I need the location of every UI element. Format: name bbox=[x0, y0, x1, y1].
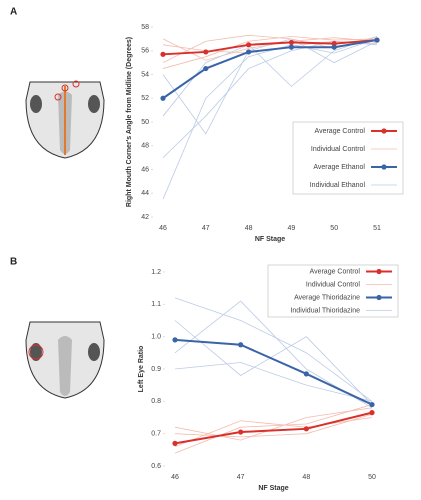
legend-label: Average Thioridazine bbox=[294, 294, 360, 301]
y-tick-label: 48 bbox=[141, 143, 149, 150]
y-tick-label: 42 bbox=[141, 214, 149, 221]
point bbox=[331, 41, 337, 47]
individual-line bbox=[174, 404, 373, 454]
y-tick-label: 54 bbox=[141, 71, 149, 78]
individual-line bbox=[174, 320, 373, 405]
y-tick-label: 1.1 bbox=[151, 301, 161, 308]
y-tick-label: 1.2 bbox=[151, 269, 161, 276]
x-axis-label: NF Stage bbox=[258, 485, 288, 492]
individual-line bbox=[174, 417, 373, 447]
tadpole-icon bbox=[25, 321, 105, 399]
y-tick-label: 1.0 bbox=[151, 334, 161, 341]
y-tick-label: 58 bbox=[141, 24, 149, 31]
x-tick-label: 51 bbox=[373, 225, 381, 232]
y-tick-label: 50 bbox=[141, 119, 149, 126]
point bbox=[172, 440, 178, 446]
y-tick-label: 44 bbox=[141, 190, 149, 197]
legend-label: Individual Control bbox=[306, 281, 361, 288]
x-tick-label: 50 bbox=[368, 474, 376, 481]
individual-line bbox=[162, 38, 378, 200]
x-tick-label: 49 bbox=[288, 225, 296, 232]
x-tick-label: 47 bbox=[202, 225, 210, 232]
point bbox=[172, 337, 178, 343]
average-line bbox=[174, 411, 373, 445]
legend-label: Average Control bbox=[310, 268, 361, 275]
tadpole-icon bbox=[25, 80, 105, 159]
y-tick-label: 0.6 bbox=[151, 463, 161, 470]
point bbox=[203, 65, 209, 72]
legend-label: Individual Thioridazine bbox=[290, 307, 360, 314]
point bbox=[238, 342, 244, 348]
individual-line bbox=[174, 407, 373, 441]
x-tick-label: 50 bbox=[330, 225, 338, 232]
individual-line bbox=[162, 38, 378, 135]
point bbox=[238, 429, 244, 435]
point bbox=[369, 410, 375, 416]
legend-label: Individual Control bbox=[311, 146, 366, 153]
legend-label: Individual Ethanol bbox=[310, 182, 366, 189]
point bbox=[303, 426, 309, 432]
y-tick-label: 46 bbox=[141, 166, 149, 173]
y-axis-label: Left Eye Ratio bbox=[138, 346, 145, 393]
legend-label: Average Ethanol bbox=[313, 164, 365, 171]
average-line bbox=[162, 39, 378, 56]
x-tick-label: 48 bbox=[245, 225, 253, 232]
x-axis-label: NF Stage bbox=[255, 236, 285, 243]
point bbox=[369, 401, 375, 408]
point bbox=[160, 51, 166, 57]
individual-line bbox=[162, 36, 378, 69]
point bbox=[288, 39, 294, 46]
point bbox=[374, 37, 380, 43]
x-tick-label: 47 bbox=[237, 474, 245, 481]
point bbox=[203, 49, 209, 55]
individual-line bbox=[162, 40, 378, 158]
y-tick-label: 56 bbox=[141, 48, 149, 55]
point bbox=[246, 42, 252, 48]
legend-marker bbox=[376, 294, 382, 301]
average-line bbox=[162, 39, 378, 100]
legend-label: Average Control bbox=[315, 128, 366, 135]
x-tick-label: 46 bbox=[159, 225, 167, 232]
individual-line bbox=[162, 36, 378, 117]
y-tick-label: 0.7 bbox=[151, 431, 161, 438]
x-tick-label: 48 bbox=[302, 474, 310, 481]
individual-line bbox=[174, 413, 373, 438]
point bbox=[331, 44, 337, 50]
legend-marker bbox=[376, 268, 382, 275]
y-axis-label: Right Mouth Corner's Angle from Midline … bbox=[126, 37, 133, 207]
legend-marker bbox=[381, 128, 387, 134]
legend-box bbox=[267, 264, 399, 318]
average-line bbox=[174, 338, 373, 406]
legend-box bbox=[292, 121, 404, 195]
point bbox=[303, 371, 309, 377]
x-tick-label: 46 bbox=[171, 474, 179, 481]
individual-line bbox=[174, 297, 373, 402]
y-tick-label: 52 bbox=[141, 95, 149, 102]
y-tick-label: 0.8 bbox=[151, 398, 161, 405]
panel-label: B bbox=[10, 257, 17, 268]
point bbox=[288, 44, 294, 50]
point bbox=[160, 95, 166, 101]
legend-marker bbox=[381, 164, 387, 170]
individual-line bbox=[174, 362, 373, 402]
y-tick-label: 0.9 bbox=[151, 366, 161, 373]
panel-label: A bbox=[10, 7, 17, 18]
point bbox=[246, 49, 252, 55]
